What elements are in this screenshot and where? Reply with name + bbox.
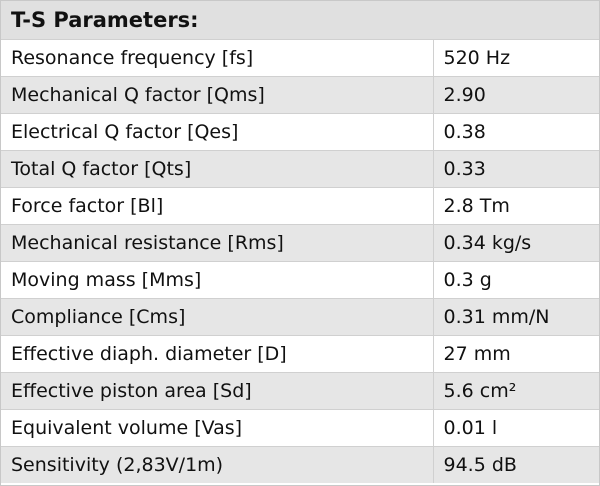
parameter-value: 0.34 kg/s: [432, 224, 600, 262]
parameter-name: Force factor [Bl]: [1, 187, 433, 225]
parameter-value: 0.31 mm/N: [432, 298, 600, 336]
parameter-name: Equivalent volume [Vas]: [1, 409, 433, 447]
parameter-value: 2.90: [432, 76, 600, 114]
parameter-value: 5.6 cm²: [432, 372, 600, 410]
table-row: Resonance frequency [fs] 520 Hz: [1, 39, 600, 77]
parameter-value: 94.5 dB: [432, 446, 600, 483]
table-row: Electrical Q factor [Qes] 0.38: [1, 113, 600, 151]
table-row: Sensitivity (2,83V/1m) 94.5 dB: [1, 446, 600, 483]
table-row: Force factor [Bl] 2.8 Tm: [1, 187, 600, 225]
table-row: Moving mass [Mms] 0.3 g: [1, 261, 600, 299]
parameter-value: 0.01 l: [432, 409, 600, 447]
table-row: Equivalent volume [Vas] 0.01 l: [1, 409, 600, 447]
parameter-value: 520 Hz: [432, 39, 600, 77]
parameter-name: Compliance [Cms]: [1, 298, 433, 336]
parameter-value: 0.33: [432, 150, 600, 188]
parameter-name: Total Q factor [Qts]: [1, 150, 433, 188]
table-row: Effective piston area [Sd] 5.6 cm²: [1, 372, 600, 410]
parameter-name: Moving mass [Mms]: [1, 261, 433, 299]
parameter-value: 2.8 Tm: [432, 187, 600, 225]
table-body: Resonance frequency [fs] 520 Hz Mechanical…: [1, 39, 600, 483]
parameter-name: Mechanical Q factor [Qms]: [1, 76, 433, 114]
parameter-value: 0.38: [432, 113, 600, 151]
parameter-name: Effective diaph. diameter [D]: [1, 335, 433, 373]
table-title: T-S Parameters:: [1, 1, 600, 40]
parameter-name: Effective piston area [Sd]: [1, 372, 433, 410]
table-row: Effective diaph. diameter [D] 27 mm: [1, 335, 600, 373]
table-row: Compliance [Cms] 0.31 mm/N: [1, 298, 600, 336]
table-row: Mechanical resistance [Rms] 0.34 kg/s: [1, 224, 600, 262]
parameter-name: Sensitivity (2,83V/1m): [1, 446, 433, 483]
parameter-value: 27 mm: [432, 335, 600, 373]
title-row: T-S Parameters:: [1, 1, 600, 40]
parameter-value: 0.3 g: [432, 261, 600, 299]
parameter-name: Resonance frequency [fs]: [1, 39, 433, 77]
table-row: Mechanical Q factor [Qms] 2.90: [1, 76, 600, 114]
table-row: Total Q factor [Qts] 0.33: [1, 150, 600, 188]
parameter-name: Mechanical resistance [Rms]: [1, 224, 433, 262]
parameter-name: Electrical Q factor [Qes]: [1, 113, 433, 151]
